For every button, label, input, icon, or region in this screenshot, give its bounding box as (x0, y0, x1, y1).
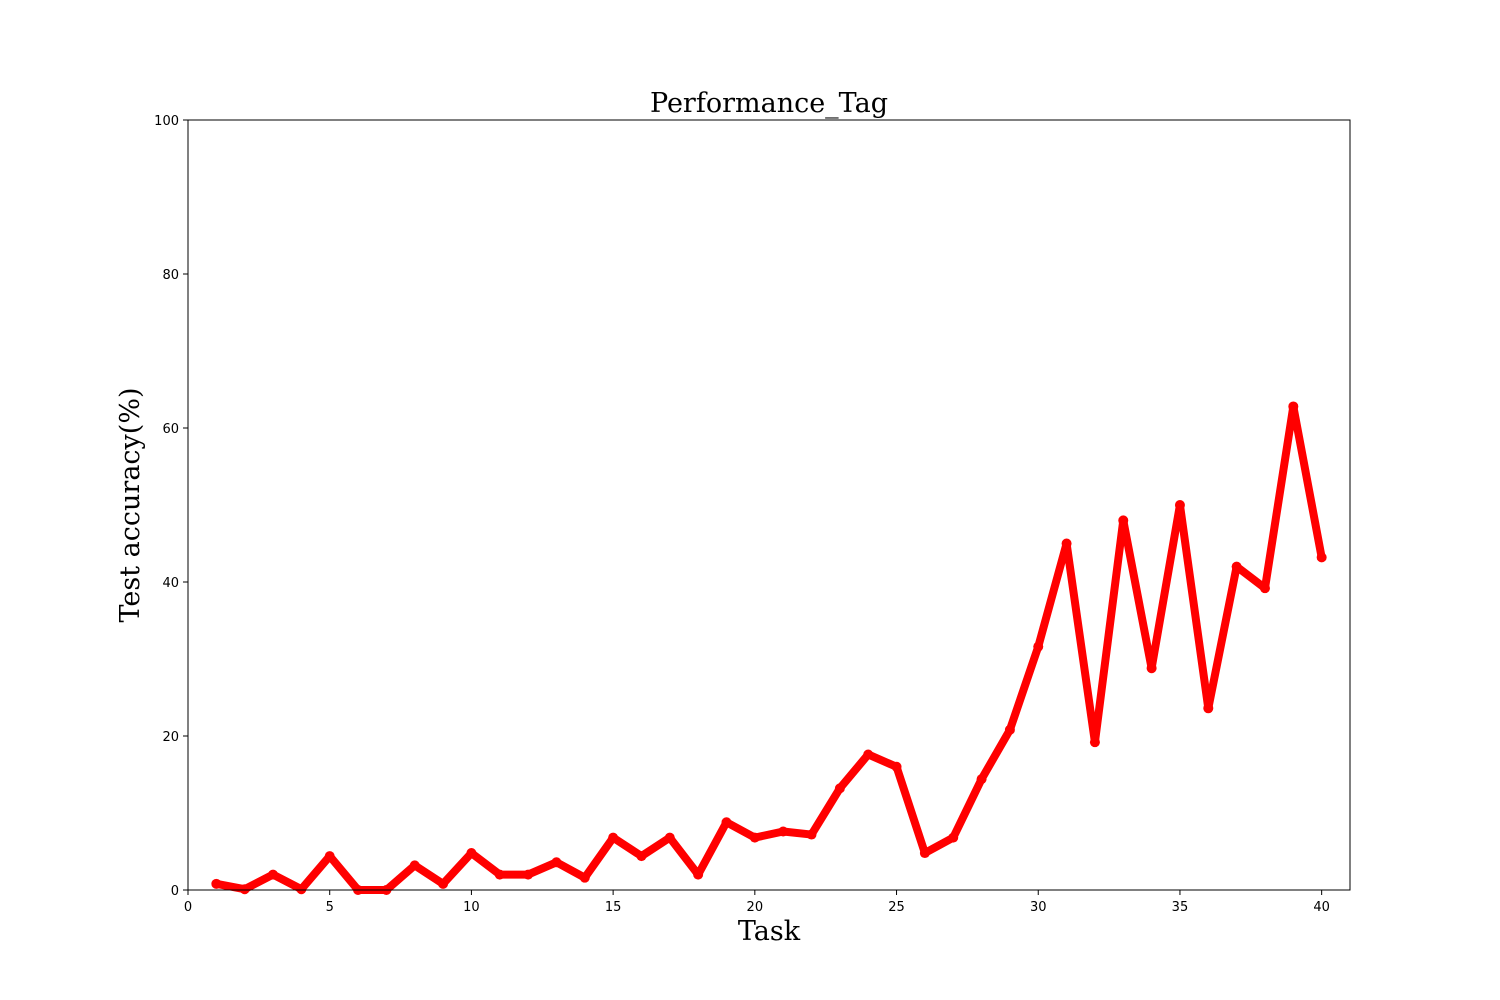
x-tick-label: 15 (605, 900, 622, 915)
y-axis: 0 20 40 60 80 100 (154, 114, 188, 899)
data-point (948, 832, 959, 843)
y-tick-label: 100 (154, 114, 179, 129)
data-point (1004, 724, 1015, 735)
x-tick-label: 25 (888, 900, 905, 915)
x-axis: 0 5 10 15 20 25 30 35 40 (184, 890, 1330, 915)
y-tick-label: 20 (162, 730, 179, 745)
y-tick-label: 40 (162, 576, 179, 591)
data-point (721, 817, 732, 828)
data-point (1033, 641, 1044, 652)
data-point (551, 857, 562, 868)
x-tick-label: 30 (1030, 900, 1047, 915)
data-point (636, 851, 647, 862)
chart-title: Performance_Tag (650, 88, 888, 119)
data-point (863, 749, 874, 760)
data-point (1203, 703, 1214, 714)
data-point (693, 869, 704, 880)
y-tick-label: 60 (162, 422, 179, 437)
data-point (409, 860, 420, 871)
y-axis-title: Test accuracy(%) (115, 387, 146, 622)
data-point (324, 851, 335, 862)
x-tick-label: 10 (463, 900, 480, 915)
data-point (1231, 561, 1242, 572)
data-point (1288, 401, 1299, 412)
data-point (268, 869, 279, 880)
x-tick-label: 5 (326, 900, 334, 915)
data-point (919, 848, 930, 859)
plot-area-frame (187, 119, 1351, 891)
data-point (579, 872, 590, 883)
data-point (523, 869, 534, 880)
y-tick-label: 80 (162, 268, 179, 283)
series-line (212, 402, 1326, 894)
data-point (1174, 500, 1185, 510)
data-point (608, 832, 619, 843)
data-point (1259, 583, 1270, 594)
data-point (438, 878, 449, 889)
y-tick-label: 0 (171, 884, 179, 899)
data-point (1146, 663, 1157, 674)
data-point (466, 848, 477, 859)
data-point (778, 826, 789, 837)
data-point (806, 829, 817, 840)
data-point (1316, 552, 1327, 563)
x-tick-label: 20 (747, 900, 764, 915)
x-tick-label: 35 (1172, 900, 1189, 915)
data-point (1061, 538, 1072, 549)
data-point (296, 884, 307, 895)
data-point (1089, 737, 1100, 748)
data-point (834, 783, 845, 794)
data-point (891, 761, 902, 772)
data-point (664, 832, 675, 843)
x-axis-title: Task (738, 916, 801, 947)
x-tick-label: 40 (1313, 900, 1330, 915)
data-point (239, 884, 250, 895)
data-point (976, 774, 987, 785)
data-point (211, 878, 222, 889)
x-tick-label: 0 (184, 900, 192, 915)
data-point (749, 832, 760, 843)
data-point (494, 869, 505, 880)
data-point (1118, 515, 1129, 526)
series-layer (211, 401, 1327, 895)
